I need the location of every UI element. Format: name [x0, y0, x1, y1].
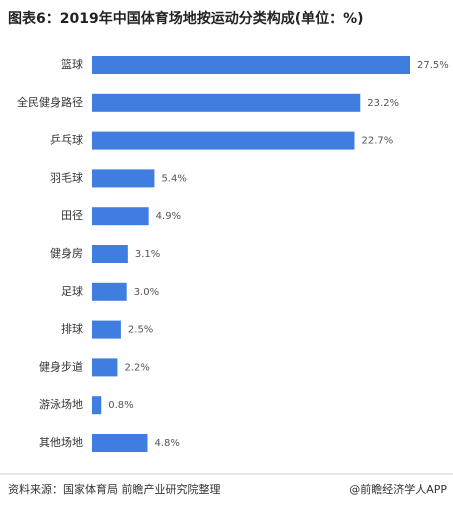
value-label: 5.4% [161, 173, 186, 184]
value-label: 0.8% [108, 400, 133, 411]
bar [92, 245, 128, 263]
bar [92, 320, 121, 339]
bar [92, 131, 355, 150]
category-label: 篮球 [61, 57, 83, 71]
bar [92, 282, 127, 301]
category-label: 健身房 [50, 246, 83, 260]
source: 资料来源：国家体育局 前瞻产业研究院整理 [8, 482, 221, 496]
category-label: 健身步道 [39, 359, 83, 373]
category-label: 其他场地 [39, 435, 83, 449]
value-label: 2.5% [128, 325, 153, 336]
value-label: 3.1% [135, 249, 160, 260]
bar [92, 358, 118, 377]
bar [92, 169, 155, 188]
credit: @前瞻经济学人APP [349, 482, 447, 496]
value-label: 23.2% [367, 98, 399, 109]
value-label: 2.2% [124, 362, 149, 373]
value-label: 27.5% [417, 60, 449, 71]
value-label: 4.8% [155, 438, 180, 449]
bar [92, 93, 361, 112]
value-label: 3.0% [134, 287, 159, 298]
category-label: 羽毛球 [50, 170, 83, 184]
bar [92, 434, 148, 452]
category-label: 田径 [61, 209, 83, 222]
value-label: 22.7% [361, 136, 393, 147]
bar [92, 396, 102, 415]
value-label: 4.9% [156, 211, 181, 222]
bar [92, 207, 149, 226]
chart-title: 图表6：2019年中国体育场地按运动分类构成(单位：%) [8, 10, 364, 27]
category-label: 乒乓球 [50, 133, 83, 147]
category-label: 足球 [61, 284, 83, 298]
bar [92, 56, 410, 74]
category-label: 排球 [61, 322, 83, 336]
category-label: 游泳场地 [39, 397, 83, 411]
category-label: 全民健身路径 [17, 95, 83, 109]
